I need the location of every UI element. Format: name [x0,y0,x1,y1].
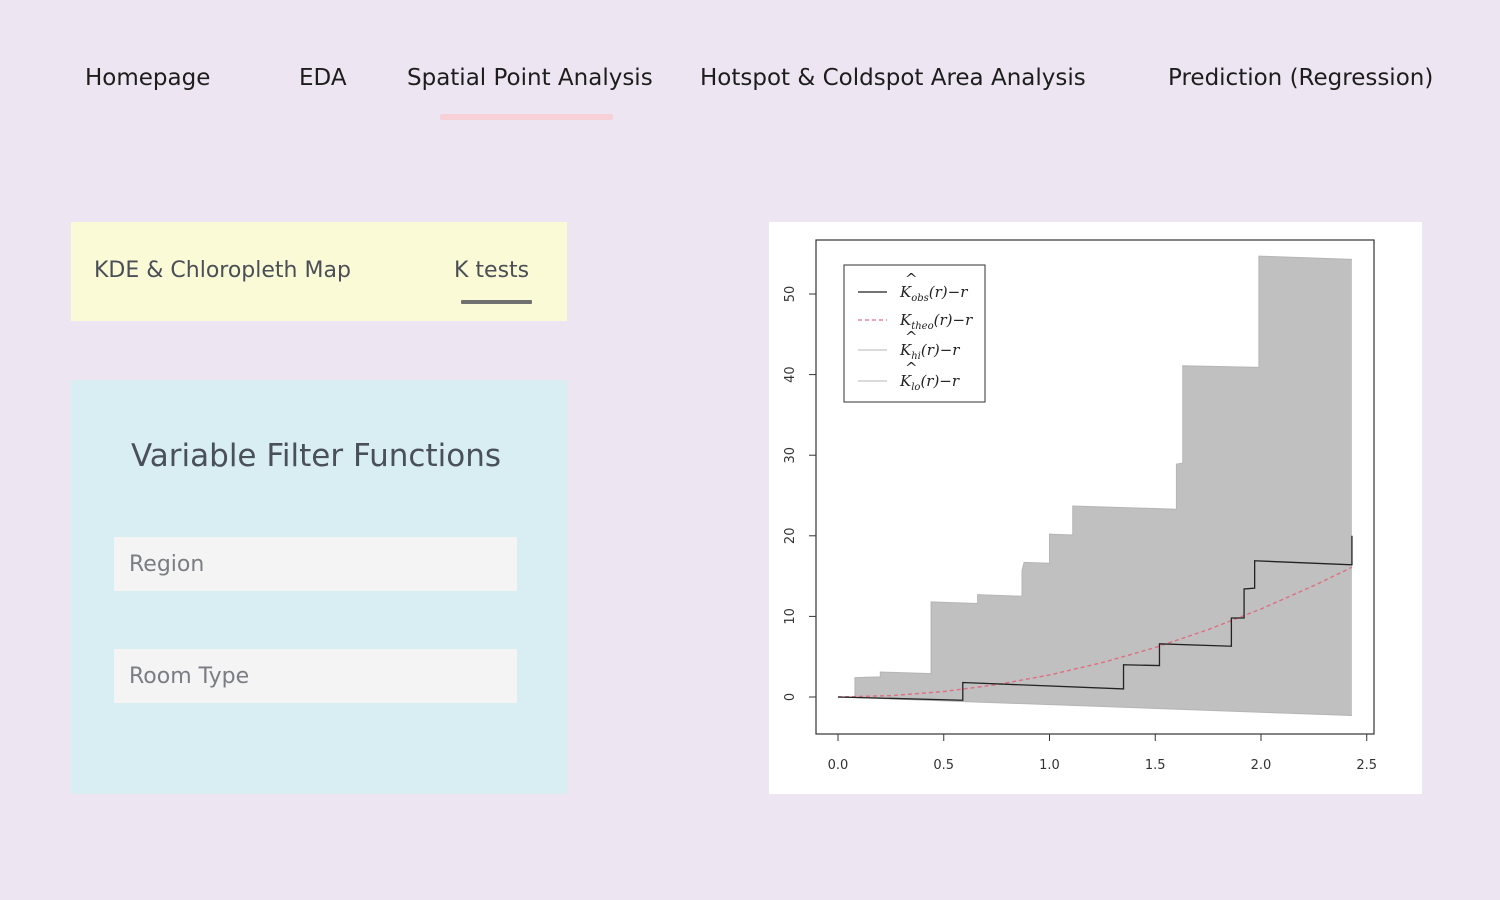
k-function-chart: 0.0 0.5 1.0 1.5 2.0 2.501020304050^Kobs(r)−rK… [783,239,1377,773]
x-tick-label: 0.0 [828,758,849,773]
x-tick-label: 2.0 [1251,758,1272,773]
x-tick-label: 0.5 [933,758,954,773]
series-hi-line [838,255,1352,698]
filter-panel: Variable Filter Functions [71,380,567,794]
series-theo-line [837,566,1353,698]
nav-prediction-regression[interactable]: Prediction (Regression) [1168,65,1434,91]
y-tick-label: 20 [783,528,798,545]
x-tick-label: 2.5 [1356,758,1377,773]
legend-hat-obs: ^ [905,270,918,288]
active-subtab-indicator [461,300,532,304]
k-test-chart-panel: 0.0 0.5 1.0 1.5 2.0 2.5 0 10 20 30 40 50 ^ Kobs(r)−r K… [769,222,1422,794]
series-lo-line [837,696,1352,717]
y-tick-label: 30 [783,447,798,464]
room-type-filter-input[interactable] [114,649,517,703]
region-filter-input[interactable] [114,537,517,591]
x-tick-label: 1.5 [1145,758,1166,773]
subtab-bar: KDE & Chloropleth Map K tests [71,222,567,321]
filter-panel-title: Variable Filter Functions [130,438,501,474]
y-tick-label: 10 [783,608,798,625]
plot-frame [815,239,1375,735]
legend-hat-lo: ^ [905,359,918,377]
nav-spatial-point-analysis[interactable]: Spatial Point Analysis [407,65,653,91]
legend-label-theo: Ktheo(r)−r [899,311,973,332]
active-nav-indicator [440,114,613,120]
nav-eda[interactable]: EDA [299,65,347,91]
subtab-kde-chloropleth-map[interactable]: KDE & Chloropleth Map [94,258,351,283]
nav-hotspot-coldspot-analysis[interactable]: Hotspot & Coldspot Area Analysis [700,65,1086,91]
legend-hat-hi: ^ [905,328,918,346]
y-tick-label: 40 [783,366,798,383]
legend-label-obs: Kobs(r)−r [899,283,968,304]
subtab-k-tests[interactable]: K tests [454,258,530,283]
x-tick-label: 1.0 [1039,758,1060,773]
y-tick-label: 50 [783,286,798,303]
legend-box [843,264,986,403]
legend-label-lo: Klo(r)−r [899,372,960,393]
legend-label-hi: Khi(r)−r [899,341,960,362]
nav-homepage[interactable]: Homepage [85,65,211,91]
series-obs-line [837,535,1353,701]
y-tick-label: 0 [783,693,798,701]
envelope-band [838,256,1352,716]
